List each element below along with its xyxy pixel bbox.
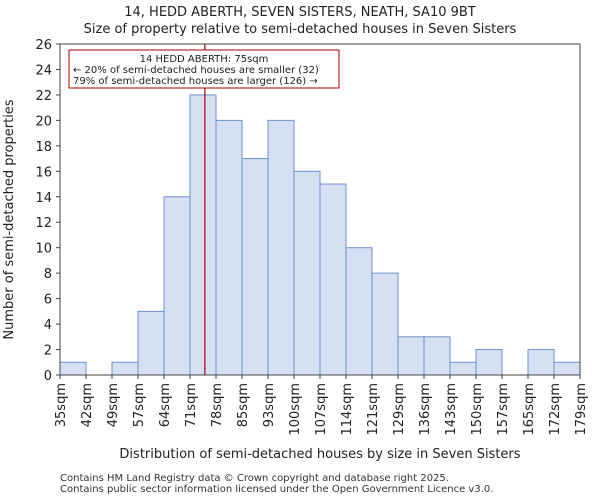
x-tick-label: 150sqm	[470, 383, 485, 436]
histogram-bar	[319, 183, 347, 376]
y-axis-label: Number of semi-detached properties	[2, 99, 17, 339]
histogram-bar	[163, 196, 191, 376]
histogram-bar	[449, 361, 477, 376]
chart-title: 14, HEDD ABERTH, SEVEN SISTERS, NEATH, S…	[124, 5, 476, 20]
chart-subtitle: Size of property relative to semi-detach…	[83, 22, 517, 37]
x-tick-label: 93sqm	[262, 383, 277, 427]
y-tick-label: 14	[35, 191, 52, 206]
y-tick-label: 22	[35, 89, 52, 104]
x-tick-label: 57sqm	[132, 383, 147, 427]
x-tick-label: 64sqm	[158, 383, 173, 427]
histogram-bar	[293, 170, 321, 376]
y-tick-label: 0	[44, 369, 52, 384]
y-tick-label: 2	[44, 344, 52, 359]
y-tick-label: 10	[35, 242, 52, 257]
histogram-bar	[111, 361, 139, 376]
y-tick-label: 4	[44, 318, 52, 333]
x-tick-label: 136sqm	[418, 383, 433, 436]
annotation-line-3: 79% of semi-detached houses are larger (…	[73, 76, 318, 87]
histogram-bar	[241, 158, 269, 376]
x-tick-label: 172sqm	[548, 383, 563, 436]
x-tick-label: 85sqm	[236, 383, 251, 427]
histogram-bar	[267, 119, 295, 376]
y-tick-label: 8	[44, 267, 52, 282]
x-tick-label: 100sqm	[288, 383, 303, 436]
x-tick-label: 35sqm	[54, 383, 69, 427]
y-tick-label: 6	[44, 293, 52, 308]
y-tick-label: 26	[35, 38, 52, 53]
y-tick-label: 20	[35, 114, 52, 129]
x-tick-label: 143sqm	[444, 383, 459, 436]
footer-copyright: Contains HM Land Registry data © Crown c…	[60, 473, 449, 484]
x-tick-label: 179sqm	[574, 383, 589, 436]
histogram-bar	[475, 349, 503, 376]
x-tick-label: 165sqm	[522, 383, 537, 436]
x-tick-label: 129sqm	[392, 383, 407, 436]
y-tick-label: 24	[35, 63, 52, 78]
histogram-bar	[215, 119, 243, 376]
histogram-bar	[553, 361, 581, 376]
histogram-bar	[371, 272, 399, 376]
footer-licence: Contains public sector information licen…	[60, 484, 494, 495]
x-tick-label: 157sqm	[496, 383, 511, 436]
x-tick-label: 49sqm	[106, 383, 121, 427]
y-tick-label: 16	[35, 165, 52, 180]
histogram-bar	[137, 310, 165, 376]
histogram-bar	[423, 336, 451, 376]
x-tick-label: 114sqm	[340, 383, 355, 436]
histogram-bar	[345, 247, 373, 376]
annotation-box: 14 HEDD ABERTH: 75sqm ← 20% of semi-deta…	[68, 49, 340, 89]
annotation-line-1: 14 HEDD ABERTH: 75sqm	[140, 54, 269, 65]
x-tick-label: 121sqm	[366, 383, 381, 436]
x-tick-label: 107sqm	[314, 383, 329, 436]
x-tick-label: 78sqm	[210, 383, 225, 427]
x-tick-label: 71sqm	[184, 383, 199, 427]
histogram-bar	[59, 361, 87, 376]
x-axis-label: Distribution of semi-detached houses by …	[119, 447, 520, 462]
histogram-bar	[189, 94, 217, 376]
histogram-bar	[527, 349, 555, 376]
y-tick-label: 12	[35, 216, 52, 231]
annotation-line-2: ← 20% of semi-detached houses are smalle…	[73, 65, 319, 76]
y-tick-label: 18	[35, 140, 52, 155]
histogram-bar	[397, 336, 425, 376]
x-tick-label: 42sqm	[80, 383, 95, 427]
